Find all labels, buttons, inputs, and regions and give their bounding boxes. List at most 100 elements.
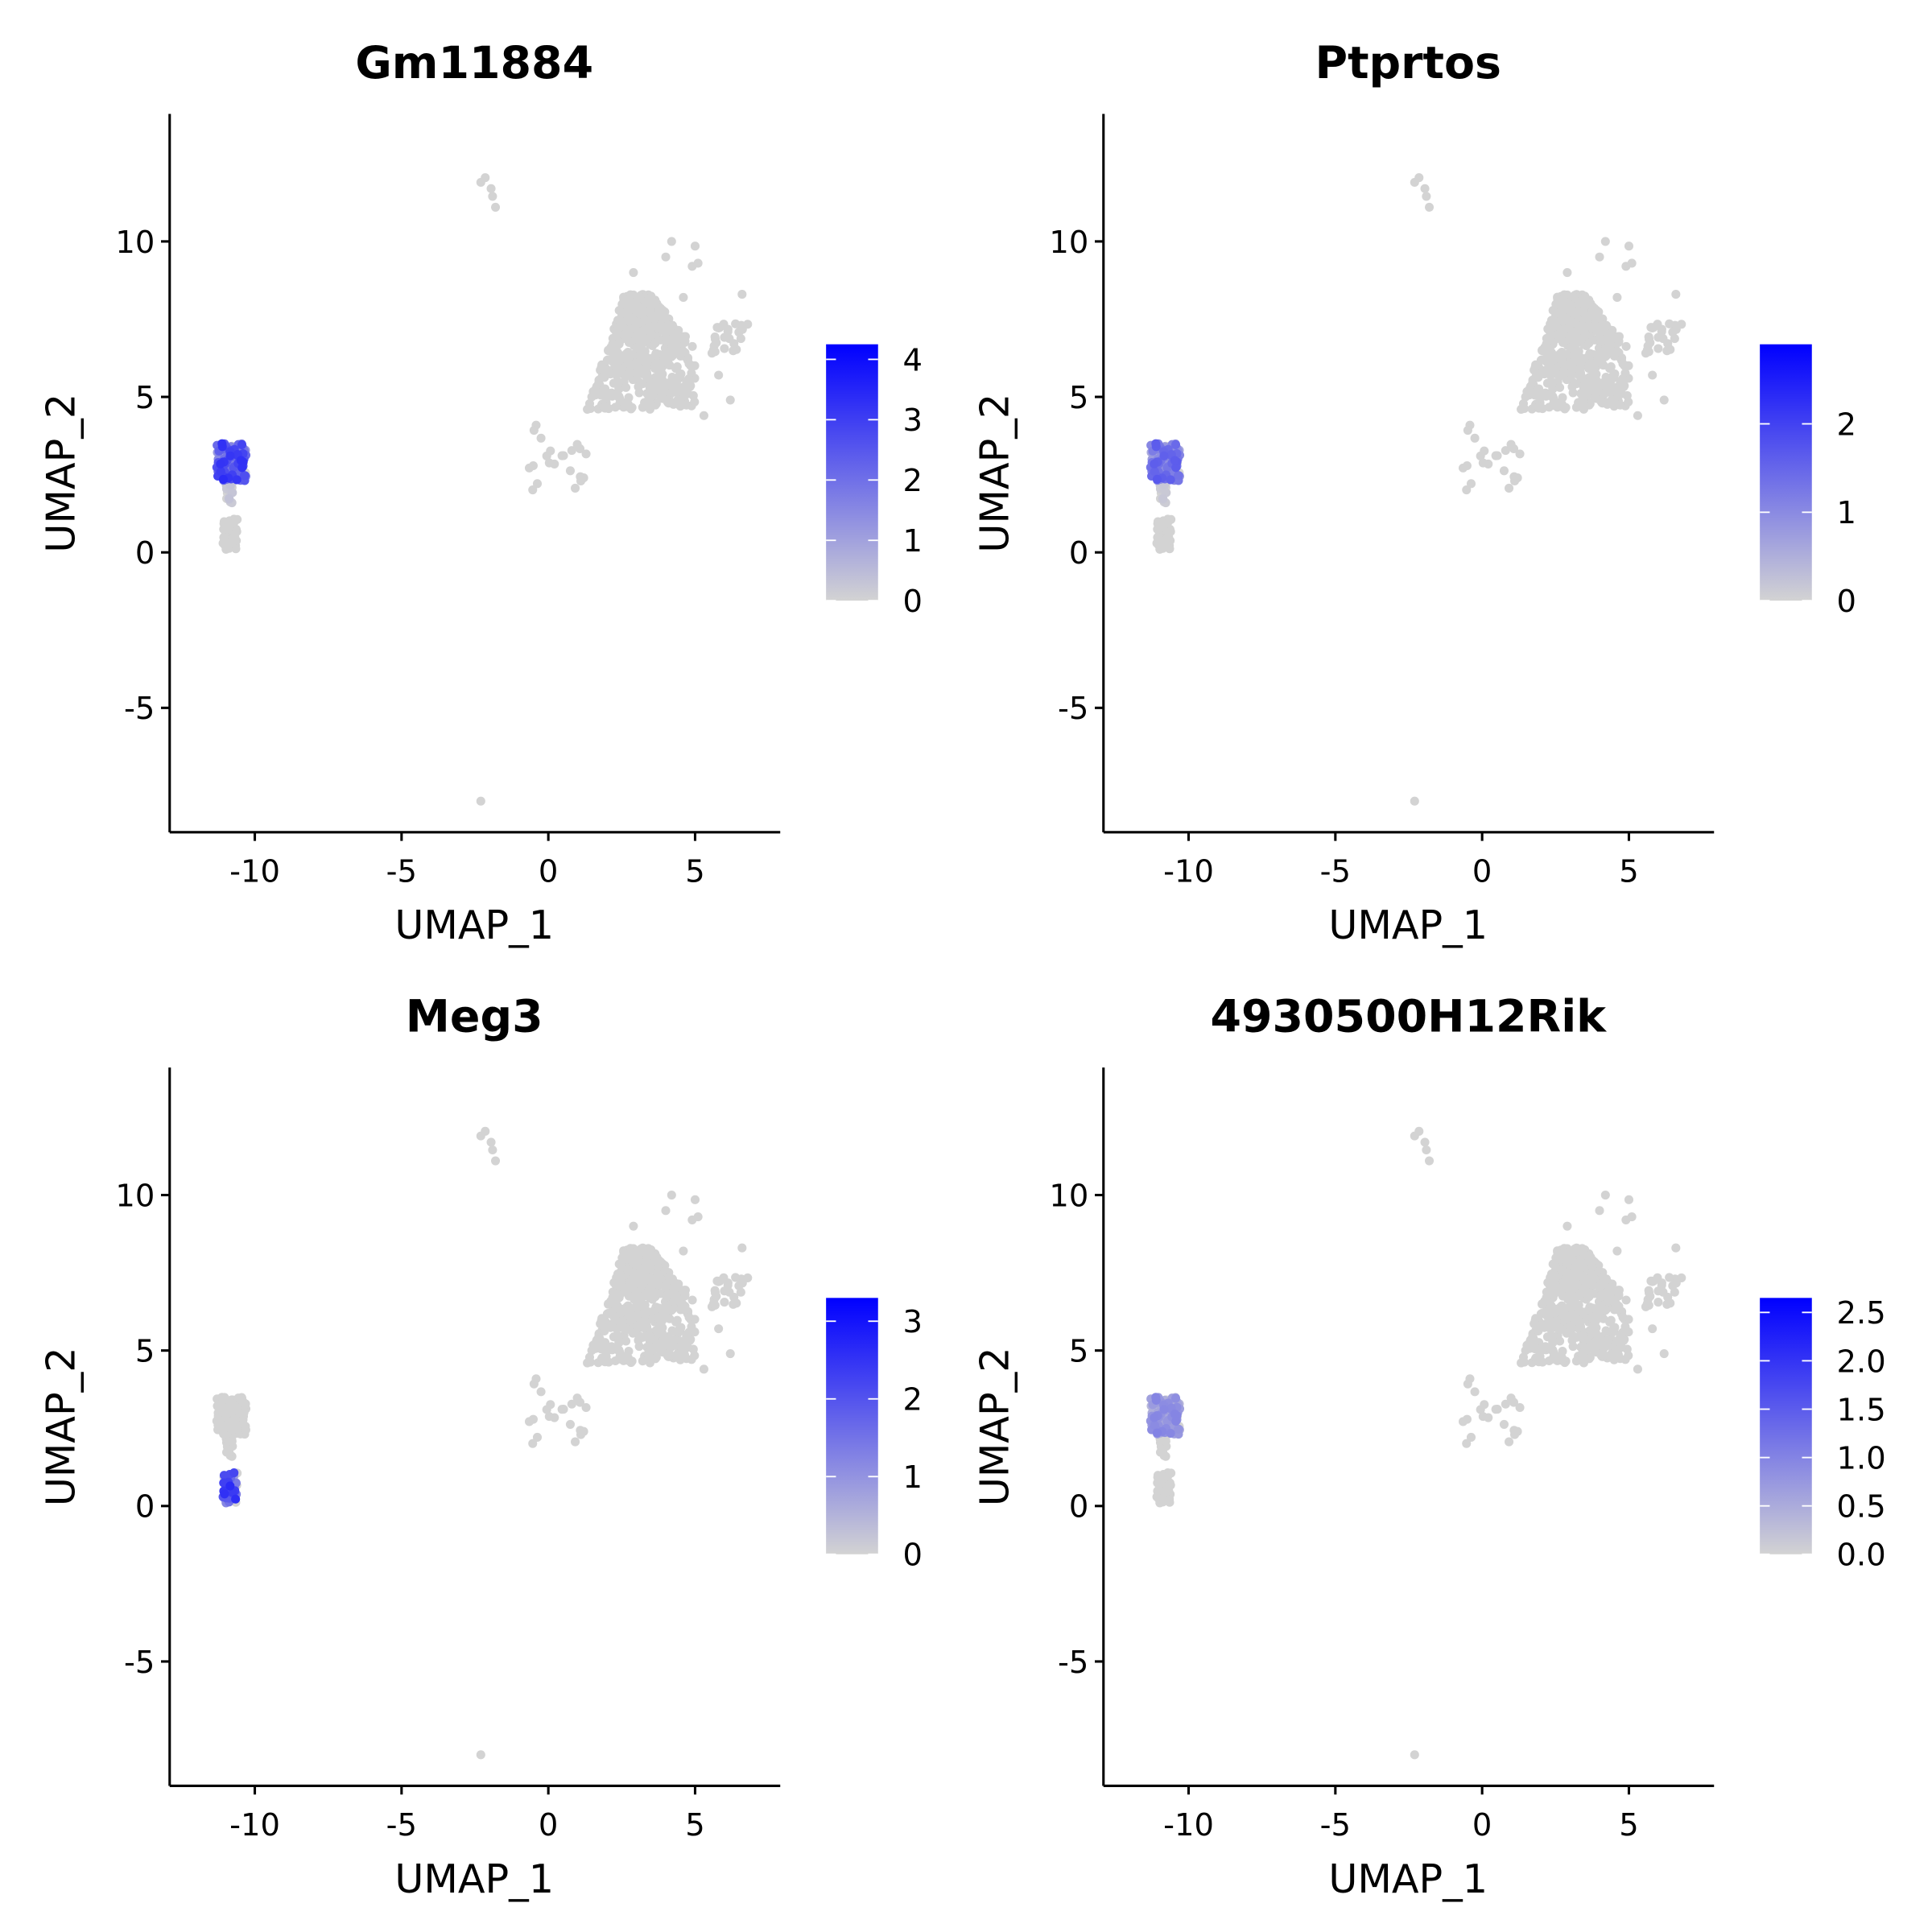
data-point [481,1126,490,1136]
data-point [1611,1336,1620,1346]
data-point [1555,1336,1565,1346]
data-point [1579,307,1588,316]
data-point [1671,290,1681,299]
data-point [1166,475,1175,485]
data-point [1649,323,1658,332]
data-point [1534,1326,1543,1335]
y-axis-label: UMAP_2 [971,394,1018,553]
colorbar-tick-label: 2 [903,1382,923,1418]
data-point [1558,393,1567,402]
data-point [1612,292,1622,302]
data-point [646,1334,655,1344]
data-point [1645,1291,1655,1301]
data-point [708,1298,718,1308]
data-point [1571,1356,1581,1366]
data-point [1614,1290,1624,1299]
data-point [1618,359,1628,369]
data-point [621,371,631,381]
data-point [712,1291,721,1301]
data-point [1609,395,1619,405]
data-point [1463,426,1472,436]
data-point [1668,328,1678,337]
data-point [1665,1273,1674,1282]
data-point [216,467,225,477]
data-point [1600,1275,1609,1285]
data-point [675,1348,685,1358]
data-point [571,483,580,493]
data-point [1616,1354,1625,1364]
data-point [641,1318,650,1327]
data-point [1614,336,1624,346]
y-tick-label: 5 [1069,380,1088,416]
data-point [631,1312,641,1322]
data-point [1478,1412,1488,1422]
x-tick-label: -10 [1163,1807,1214,1843]
data-point [699,1364,708,1374]
data-point [1601,372,1611,382]
x-axis-label: UMAP_1 [1328,1856,1488,1902]
data-point [1604,1283,1614,1293]
data-point [1571,402,1581,412]
data-point [729,1292,739,1302]
data-point [597,1314,607,1323]
data-point [612,1324,621,1334]
points [1146,1126,1686,1760]
data-point [1562,1268,1571,1278]
data-point [646,1355,656,1364]
data-point [645,1260,654,1269]
data-point [633,301,642,311]
colorbar-tick-label: 0.5 [1837,1489,1886,1525]
panel-title: Ptprtos [1315,38,1501,89]
data-point [1600,321,1609,331]
data-point [661,1206,671,1216]
data-point [658,382,667,392]
data-point [658,1336,667,1346]
data-point [597,360,607,369]
data-point [616,1308,625,1318]
data-point [1549,1269,1558,1279]
data-point [1499,466,1509,476]
data-point [679,1246,688,1256]
data-point [1150,1420,1159,1430]
data-point [684,374,694,383]
data-point [1595,1206,1604,1216]
data-point [678,346,688,356]
data-point [1567,1255,1576,1265]
data-point [529,1379,539,1389]
panel-title: Meg3 [406,992,543,1043]
data-point [631,358,641,368]
data-point [581,1402,591,1413]
data-point [663,336,672,346]
data-point [658,394,667,403]
colorbar-tick-label: 1 [903,1459,923,1496]
x-tick-label: -5 [1320,1807,1351,1843]
x-axis-label: UMAP_1 [394,902,554,948]
panel-3: 4930500H12Rik -10 -5 0 5 -5 0 5 10 UMAP_1 UMAP_2 0.… [971,992,1885,1902]
data-point [216,459,225,469]
data-point [1533,1344,1542,1354]
data-point [1649,1276,1658,1286]
data-point [1591,1336,1601,1346]
colorbar-tick-label: 1 [1837,495,1856,531]
data-point [725,1348,735,1359]
data-point [715,1276,724,1286]
data-point [234,1393,245,1403]
data-point [669,1296,679,1307]
data-point [715,323,724,332]
data-point [1567,301,1576,311]
data-point [1422,1145,1431,1155]
data-point [624,337,634,347]
data-point [571,1437,580,1447]
data-point [684,1312,694,1322]
data-point [1157,1472,1166,1481]
data-point [1480,446,1489,456]
data-point [240,471,250,481]
data-point [1538,1357,1547,1367]
data-point [230,1406,240,1415]
data-point [624,1291,634,1301]
data-point [646,381,655,390]
data-point [1158,1447,1168,1457]
data-point [1657,1278,1666,1288]
data-point [1515,1402,1525,1413]
data-point [528,460,538,471]
